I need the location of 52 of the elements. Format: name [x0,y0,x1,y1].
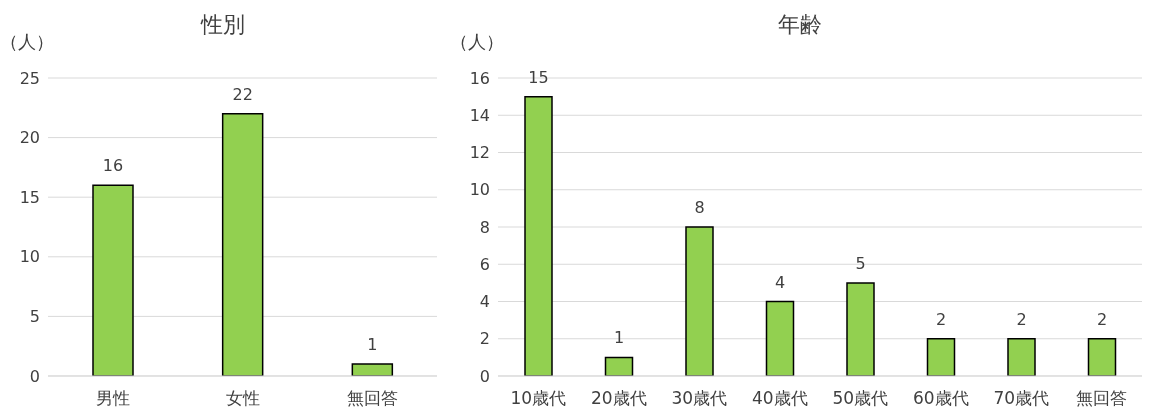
y-tick-label: 0 [479,366,490,386]
bar [221,113,264,376]
y-tick-label: 6 [479,254,490,274]
y-axis-title: （人） [0,30,54,54]
data-label: 2 [935,309,947,329]
y-tick-label: 10 [469,180,490,200]
x-tick-label: 無回答 [346,388,398,409]
y-axis-title: （人） [450,30,504,54]
y-tick-label: 4 [479,292,490,312]
x-tick-label: 10歳代 [510,388,567,409]
data-label: 5 [855,253,866,273]
data-label: 4 [774,272,786,292]
data-label: 1 [367,335,378,355]
x-tick-label: 50歳代 [832,388,889,409]
bar [1087,338,1117,376]
data-label: 8 [694,198,705,217]
data-label: 2 [1096,309,1108,329]
y-tick-label: 2 [479,329,490,349]
y-tick-label: 15 [19,187,40,207]
data-label: 16 [102,156,124,176]
y-tick-label: 0 [29,366,40,386]
bar [524,95,553,376]
bar [926,338,956,376]
x-tick-label: 無回答 [1076,388,1128,409]
y-tick-label: 14 [469,105,490,125]
chart-title: 性別 [200,12,245,37]
bar [846,282,875,376]
data-label: 2 [1016,309,1027,329]
y-tick-label: 16 [469,68,490,88]
y-tick-label: 8 [479,217,490,237]
y-tick-label: 12 [469,143,490,163]
x-tick-label: 70歳代 [993,388,1050,409]
x-tick-label: 男性 [95,388,130,409]
x-tick-label: 女性 [225,388,260,409]
bar [685,226,714,376]
y-tick-label: 10 [19,247,40,267]
bar [604,356,634,376]
bar [1007,338,1036,376]
y-tick-label: 20 [19,128,40,148]
x-tick-label: 60歳代 [912,388,969,409]
x-tick-label: 40歳代 [751,388,808,409]
data-label: 22 [232,84,253,104]
data-label: 1 [613,328,625,348]
x-tick-label: 30歳代 [671,388,728,409]
y-tick-label: 5 [29,307,40,327]
bar [765,300,795,376]
bar [92,184,134,376]
x-tick-label: 20歳代 [590,388,647,409]
y-tick-label: 25 [19,68,40,88]
chart-title: 年齢 [778,12,822,37]
data-label: 15 [528,67,549,87]
bar [351,363,394,376]
